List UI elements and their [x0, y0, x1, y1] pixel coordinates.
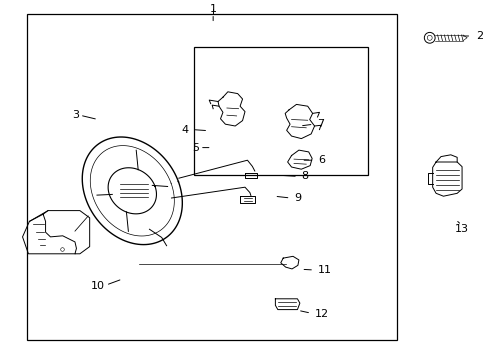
Text: 1: 1 — [210, 4, 217, 14]
Text: 7: 7 — [318, 119, 325, 129]
Text: 9: 9 — [294, 193, 301, 203]
Bar — [27, 14, 397, 340]
Text: 11: 11 — [318, 265, 332, 275]
Text: 5: 5 — [193, 143, 199, 153]
Text: 10: 10 — [91, 281, 105, 291]
Text: 6: 6 — [318, 155, 325, 165]
Text: 12: 12 — [315, 309, 329, 319]
Text: 3: 3 — [73, 110, 79, 120]
Text: 2: 2 — [476, 31, 484, 41]
Text: 4: 4 — [181, 125, 189, 135]
Text: 8: 8 — [301, 171, 309, 181]
Bar — [194, 47, 368, 175]
Text: 13: 13 — [455, 224, 468, 234]
